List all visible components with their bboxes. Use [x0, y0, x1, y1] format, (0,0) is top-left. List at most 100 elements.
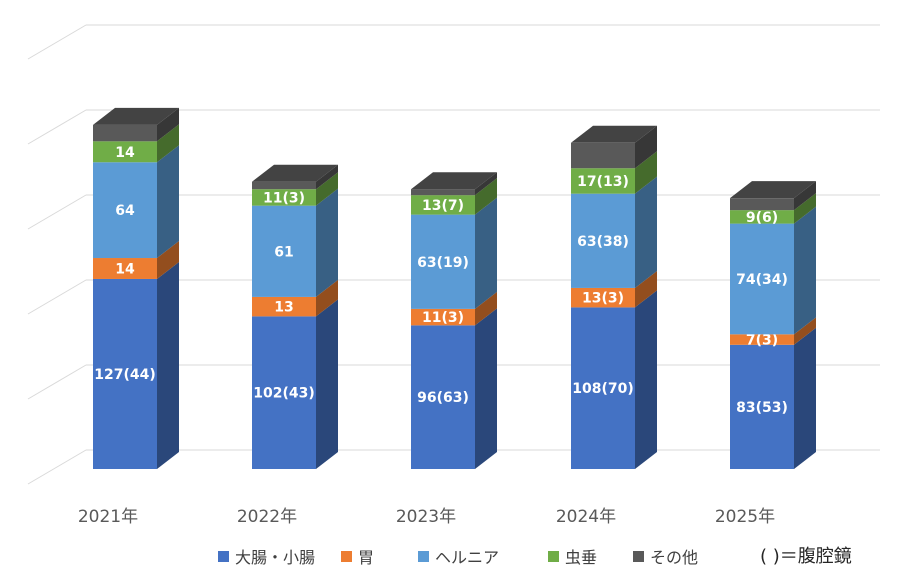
legend-item: 胃 — [341, 544, 374, 568]
data-label: 9(6) — [746, 210, 778, 226]
bar-segment — [252, 181, 316, 190]
bars: 127(44) 14 64 14 102(43) 13 61 11(3) 96(63) 11(3)… — [93, 107, 816, 469]
bar-segment-side — [635, 270, 657, 308]
bar-segment — [571, 168, 635, 194]
legend-item: ヘルニア — [418, 544, 499, 568]
bar-segment-side — [635, 176, 657, 288]
data-label: 127(44) — [94, 367, 156, 383]
data-label: 61 — [274, 244, 293, 260]
bar-stack-4: 83(53) 7(3) 74(34) 9(6) — [730, 181, 816, 469]
bar-stack-3: 108(70) 13(3) 63(38) 17(13) — [571, 125, 657, 469]
bar-segment — [730, 223, 794, 335]
bar-segment — [93, 141, 157, 163]
bar-segment-side — [475, 197, 497, 309]
bar-segment — [411, 325, 475, 469]
x-tick-label: 2024年 — [556, 507, 616, 527]
bar-segment-side — [316, 172, 338, 206]
bar-segment-side — [475, 172, 497, 196]
bar-segment — [93, 258, 157, 279]
legend-item: 大腸・小腸 — [218, 544, 315, 568]
bar-segment-side — [635, 125, 657, 169]
bar-segment-side — [475, 178, 497, 215]
data-label: 102(43) — [253, 386, 315, 402]
data-label: 13(3) — [582, 291, 624, 307]
data-label: 63(38) — [577, 234, 629, 250]
data-label: 14 — [115, 145, 135, 161]
legend-label: 大腸・小腸 — [235, 548, 316, 567]
bar-segment-side — [475, 308, 497, 469]
legend-label: ヘルニア — [435, 548, 500, 567]
bar-segment-side — [635, 290, 657, 469]
bar-segment — [730, 198, 794, 211]
bar-segment-side — [157, 145, 179, 259]
bar-segment — [411, 214, 475, 309]
bar-segment-side — [635, 151, 657, 194]
bar-top — [571, 125, 657, 143]
bar-segment-side — [794, 327, 816, 469]
legend-label: 胃 — [358, 548, 375, 567]
bar-segment — [571, 307, 635, 469]
bar-segment — [730, 344, 794, 469]
x-axis-labels: 2021年 2022年 2023年 2024年 2025年 — [78, 507, 775, 527]
data-label: 108(70) — [572, 381, 634, 397]
legend-swatch — [548, 550, 559, 562]
bar-segment — [571, 142, 635, 169]
bar-segment-side — [475, 291, 497, 326]
legend-swatch — [633, 550, 644, 562]
bar-top — [411, 172, 497, 190]
x-tick-label: 2022年 — [237, 507, 297, 527]
bar-segment-side — [316, 164, 338, 190]
grid-diagonal — [27, 279, 87, 315]
bar-segment-side — [157, 261, 179, 469]
bar-top — [730, 181, 816, 199]
bar-segment-side — [316, 188, 338, 297]
bar-stack-1: 102(43) 13 61 11(3) — [252, 164, 338, 469]
data-label: 64 — [115, 203, 135, 219]
x-tick-label: 2025年 — [715, 507, 775, 527]
legend-label: その他 — [650, 548, 699, 567]
stacked-bar-chart: 127(44) 14 64 14 102(43) 13 61 11(3) 96(63) 11(3)… — [27, 24, 880, 527]
legend: 大腸・小腸 胃 ヘルニア 虫垂 その他 ( )＝腹腔鏡 — [0, 540, 910, 570]
grid-diagonal — [27, 109, 87, 145]
bar-top — [93, 107, 179, 125]
data-label: 63(19) — [417, 255, 469, 271]
bar-segment — [252, 316, 316, 469]
bar-segment-side — [157, 107, 179, 142]
grid-diagonal — [27, 24, 87, 60]
data-label: 17(13) — [577, 174, 629, 190]
bar-segment — [730, 210, 794, 224]
legend-item: その他 — [633, 544, 698, 568]
data-label: 14 — [115, 261, 135, 277]
bar-segment — [252, 296, 316, 317]
data-label: 11(3) — [422, 310, 464, 326]
legend-label: 虫垂 — [565, 548, 598, 567]
bar-top — [252, 164, 338, 182]
bar-segment-side — [794, 193, 816, 224]
laparoscopic-note: ( )＝腹腔鏡 — [760, 546, 852, 567]
data-label: 11(3) — [263, 190, 305, 206]
bar-segment — [730, 334, 794, 345]
bar-segment-side — [794, 317, 816, 345]
data-label: 13 — [274, 300, 293, 316]
data-label: 96(63) — [417, 390, 469, 406]
bar-segment — [411, 189, 475, 196]
bar-segment-side — [157, 241, 179, 279]
bar-segment-side — [157, 124, 179, 163]
bar-stack-0: 127(44) 14 64 14 — [93, 107, 179, 469]
bar-segment-side — [316, 299, 338, 469]
legend-swatch — [418, 550, 429, 562]
data-label: 7(3) — [746, 333, 778, 349]
grid-diagonal — [27, 449, 87, 485]
legend-swatch — [218, 550, 229, 562]
bar-segment — [411, 195, 475, 215]
bar-segment-side — [316, 279, 338, 317]
bar-segment — [93, 278, 157, 469]
x-tick-label: 2023年 — [396, 507, 456, 527]
bar-segment — [93, 124, 157, 142]
bar-segment — [411, 308, 475, 326]
bar-segment-side — [794, 206, 816, 335]
data-label: 13(7) — [422, 198, 464, 214]
bar-stack-2: 96(63) 11(3) 63(19) 13(7) — [411, 172, 497, 469]
bar-segment-side — [794, 181, 816, 211]
bar-segment — [571, 193, 635, 288]
